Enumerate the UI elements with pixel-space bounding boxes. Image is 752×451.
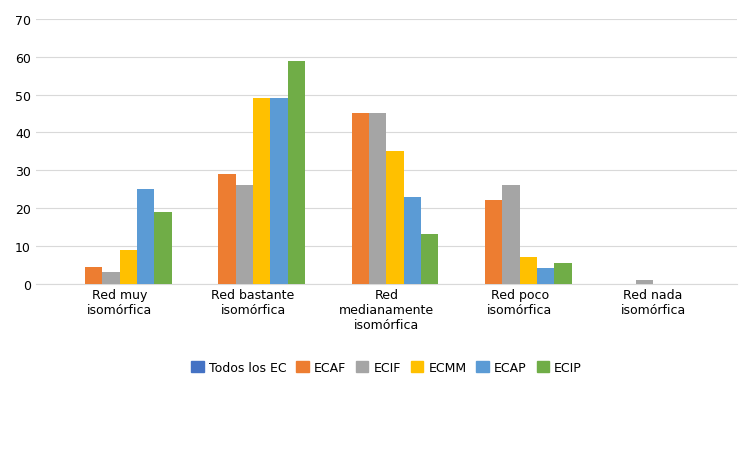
Bar	[352, 114, 369, 284]
Bar	[635, 280, 653, 284]
Bar	[502, 186, 520, 284]
Bar	[154, 212, 171, 284]
Bar	[369, 114, 387, 284]
Bar	[421, 235, 438, 284]
Bar	[137, 190, 154, 284]
Bar	[271, 99, 288, 284]
Bar	[520, 258, 537, 284]
Bar	[102, 273, 120, 284]
Bar	[235, 186, 253, 284]
Bar	[537, 269, 554, 284]
Bar	[253, 99, 271, 284]
Bar	[554, 263, 572, 284]
Bar	[404, 197, 421, 284]
Bar	[218, 175, 235, 284]
Bar	[485, 201, 502, 284]
Bar	[288, 61, 305, 284]
Legend: Todos los EC, ECAF, ECIF, ECMM, ECAP, ECIP: Todos los EC, ECAF, ECIF, ECMM, ECAP, EC…	[186, 356, 587, 379]
Bar	[85, 267, 102, 284]
Bar	[120, 250, 137, 284]
Bar	[387, 152, 404, 284]
